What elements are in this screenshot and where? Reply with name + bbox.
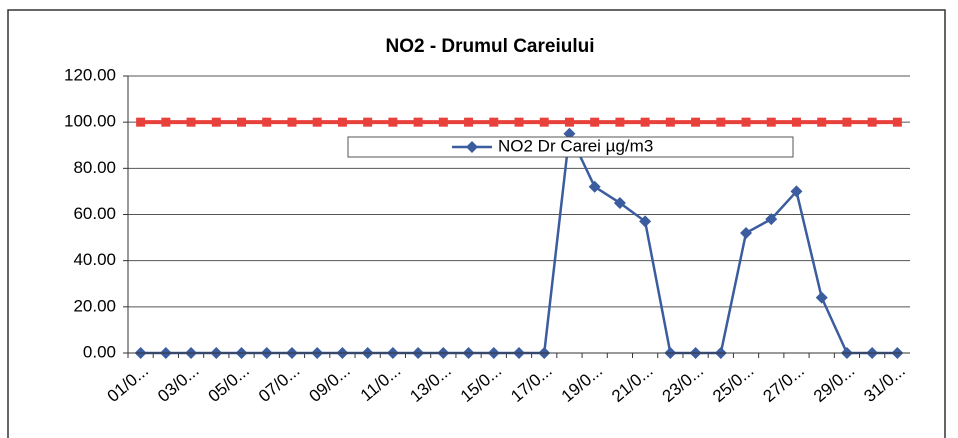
point — [136, 117, 146, 127]
chart-title: NO2 - Drumul Careiului — [385, 36, 594, 57]
point — [791, 117, 801, 127]
point — [337, 117, 347, 127]
point — [211, 117, 221, 127]
point — [588, 180, 601, 193]
point — [161, 117, 171, 127]
y-tick-label: 120.00 — [64, 65, 116, 84]
point — [413, 117, 423, 127]
point — [514, 117, 524, 127]
point — [262, 117, 272, 127]
point — [237, 117, 247, 127]
point — [842, 117, 852, 127]
point — [388, 117, 398, 127]
y-tick-label: 80.00 — [73, 158, 116, 177]
point — [489, 117, 499, 127]
point — [867, 117, 877, 127]
point — [665, 117, 675, 127]
y-tick-label: 100.00 — [64, 112, 116, 131]
point — [590, 117, 600, 127]
point — [186, 117, 196, 127]
legend-box — [347, 136, 794, 158]
y-tick-label: 0.00 — [83, 342, 116, 361]
point — [790, 185, 803, 198]
point — [287, 117, 297, 127]
point — [464, 117, 474, 127]
point — [765, 213, 778, 226]
point — [892, 117, 902, 127]
point — [363, 117, 373, 127]
point — [438, 117, 448, 127]
legend-label: NO2 Dr Carei µg/m3 — [498, 136, 653, 155]
point — [815, 291, 828, 304]
point — [639, 215, 652, 228]
legend-marker — [466, 141, 478, 153]
point — [691, 117, 701, 127]
y-tick-label: 60.00 — [73, 204, 116, 223]
point — [613, 196, 626, 209]
point — [766, 117, 776, 127]
point — [741, 117, 751, 127]
point — [615, 117, 625, 127]
point — [817, 117, 827, 127]
y-tick-label: 40.00 — [73, 250, 116, 269]
point — [564, 117, 574, 127]
point — [740, 226, 753, 239]
point — [539, 117, 549, 127]
point — [716, 117, 726, 127]
y-tick-label: 20.00 — [73, 296, 116, 315]
chart-frame — [7, 9, 946, 438]
point — [640, 117, 650, 127]
point — [312, 117, 322, 127]
